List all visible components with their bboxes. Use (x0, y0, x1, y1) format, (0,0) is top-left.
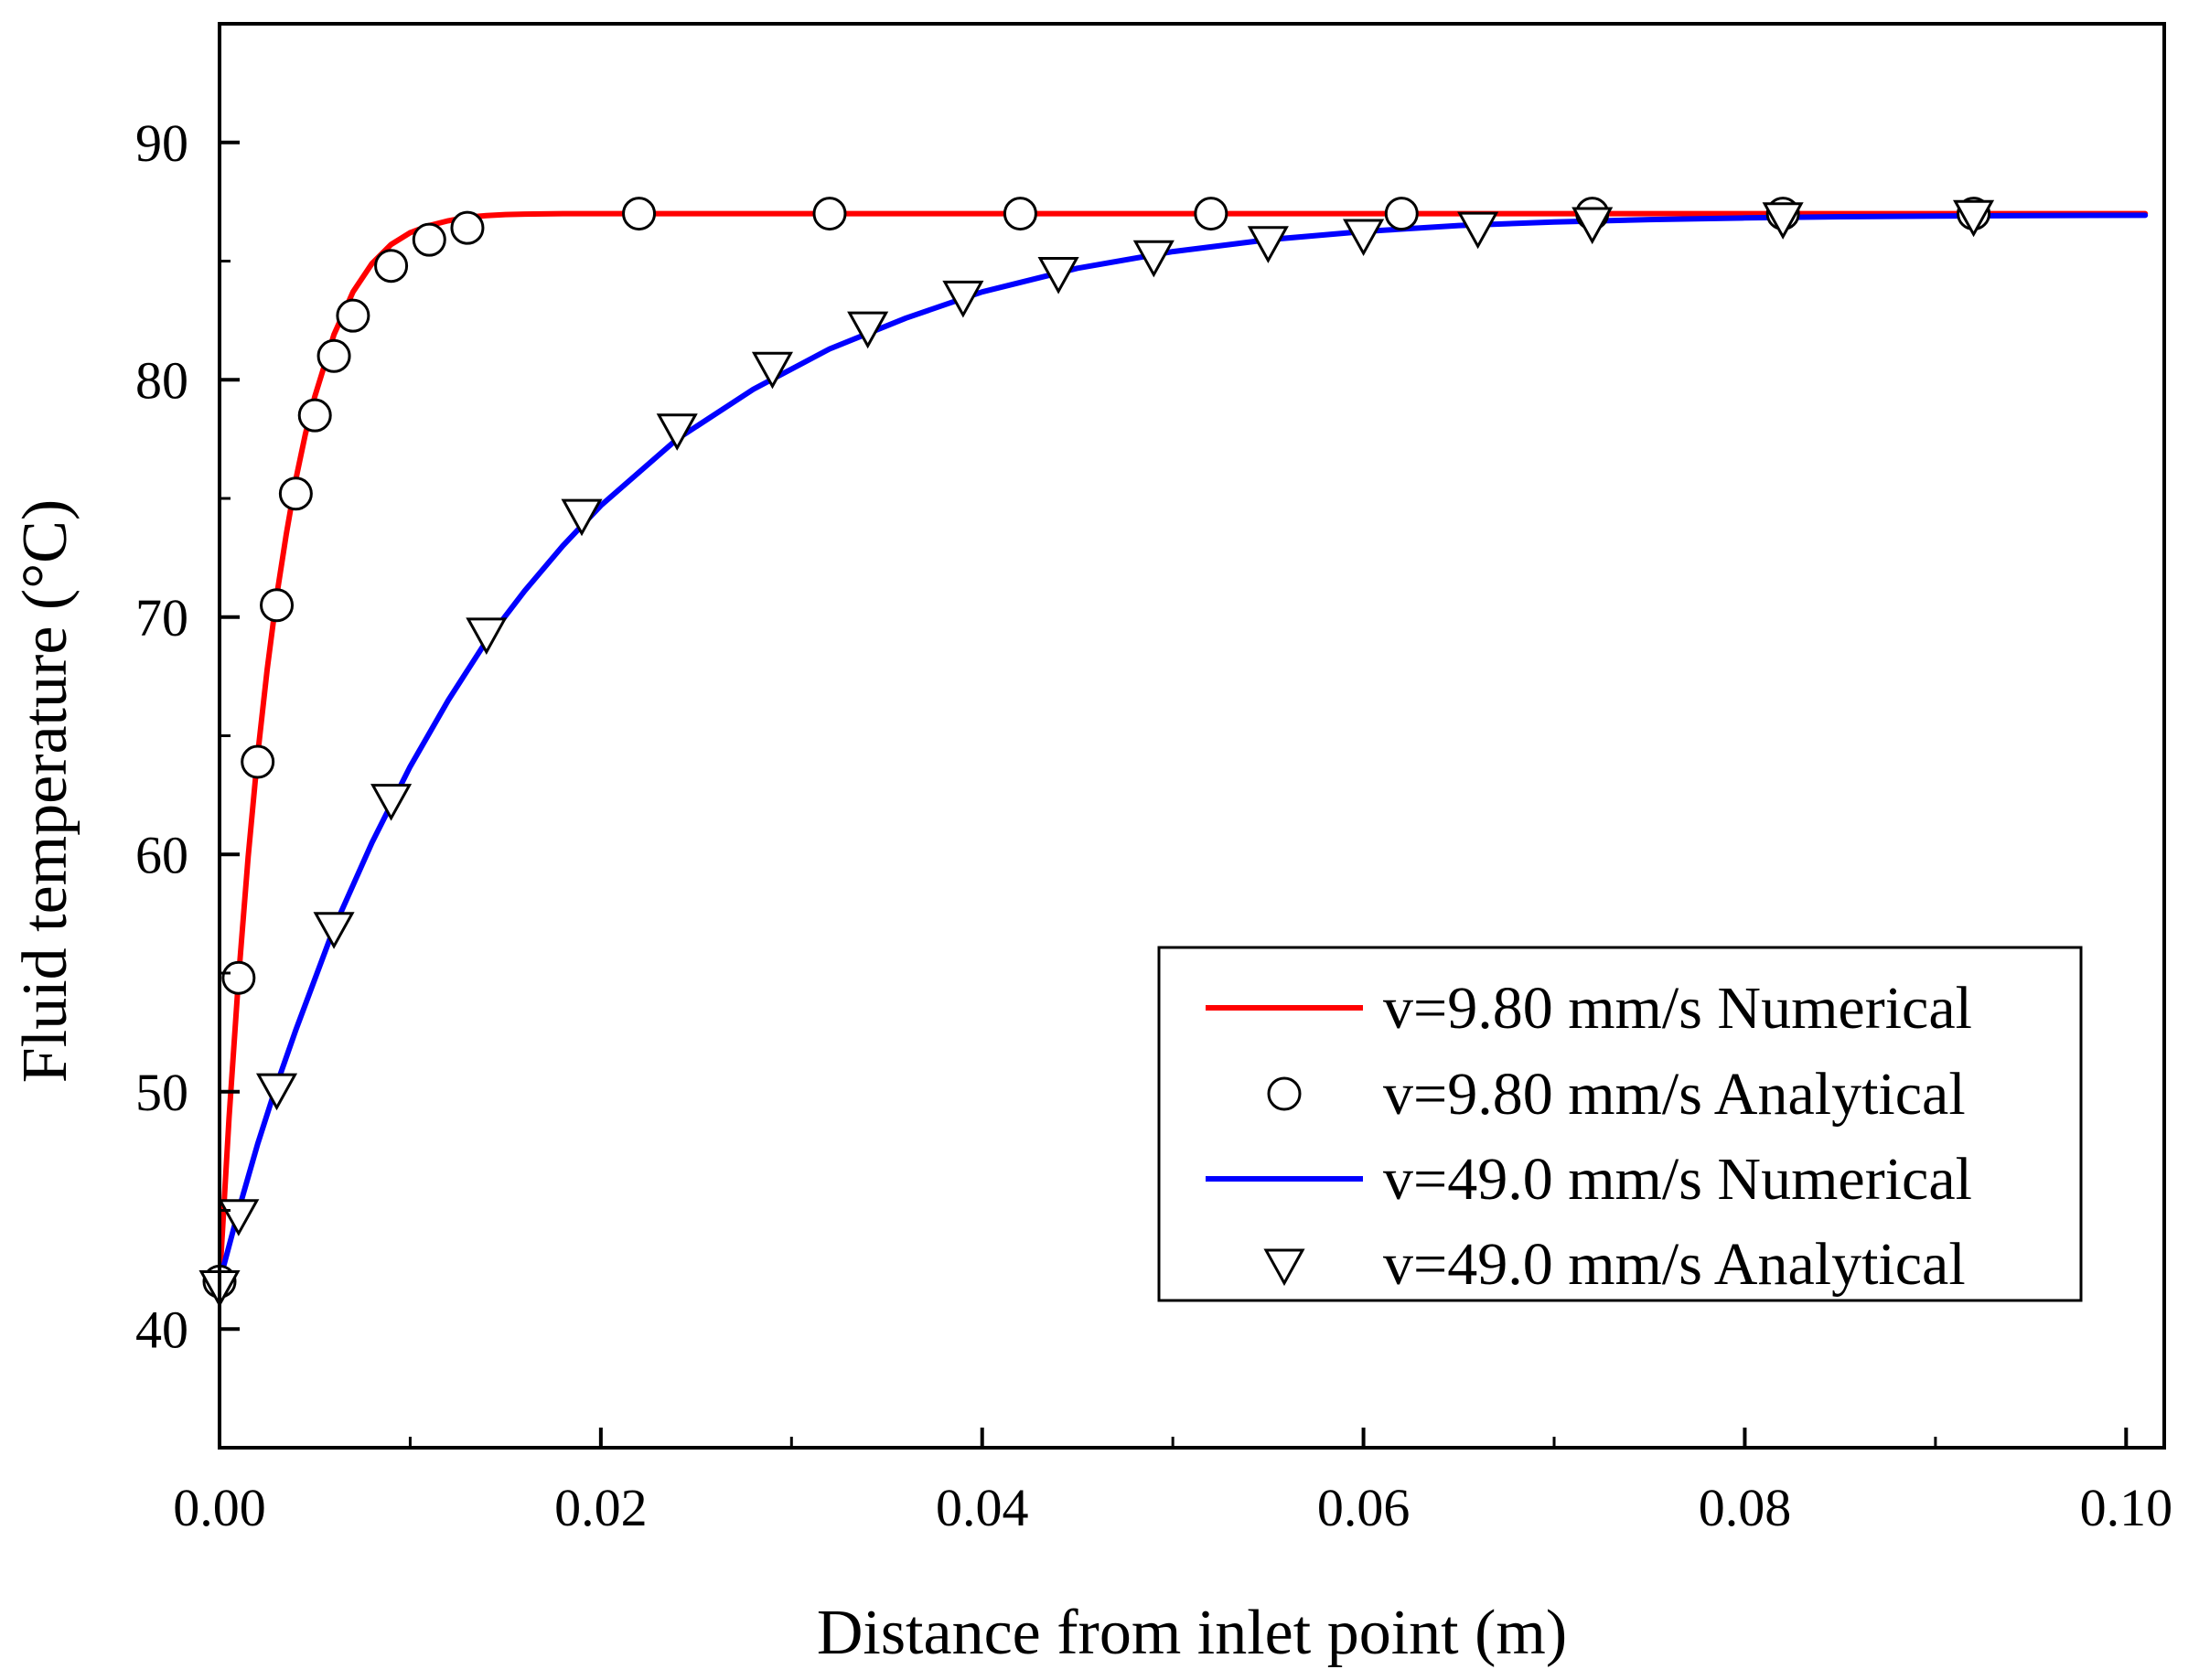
x-axis-title: Distance from inlet point (m) (817, 1598, 1567, 1668)
data-point-circle (241, 744, 275, 779)
data-point-circle (622, 197, 657, 231)
legend-label-v980-analytical: v=9.80 mm/s Analytical (1383, 1061, 1966, 1128)
data-point-circle (316, 338, 351, 373)
data-point-circle (450, 210, 485, 245)
data-point-triangle (1132, 240, 1175, 278)
data-point-triangle (942, 280, 984, 318)
x-tick-label: 0.06 (1317, 1478, 1411, 1537)
data-point-circle (1003, 197, 1037, 231)
y-axis-title: Fluid temperature (°C) (10, 499, 80, 1083)
data-point-circle (260, 588, 295, 623)
legend-label-v490-numerical: v=49.0 mm/s Numerical (1383, 1146, 1972, 1213)
series-markers (198, 197, 1995, 1308)
data-point-circle (297, 398, 332, 433)
x-tick-label: 0.04 (936, 1478, 1029, 1537)
data-point-triangle (561, 498, 603, 537)
y-tick-label: 50 (135, 1063, 188, 1122)
x-tick-label: 0.10 (2080, 1478, 2173, 1537)
data-point-circle (412, 222, 446, 257)
data-point-circle (374, 249, 409, 284)
data-point-triangle (1037, 256, 1079, 294)
x-tick-label: 0.00 (173, 1478, 266, 1537)
data-point-circle (812, 197, 847, 231)
data-point-triangle (1343, 219, 1385, 257)
data-point-triangle (1247, 226, 1289, 263)
series-line (220, 212, 2149, 1285)
data-point-triangle (1457, 211, 1499, 250)
legend-label-v980-numerical: v=9.80 mm/s Numerical (1383, 975, 1972, 1042)
data-point-triangle (751, 351, 794, 390)
x-tick-label: 0.08 (1699, 1478, 1792, 1537)
data-point-triangle (466, 617, 508, 656)
y-axis: 40 50 60 70 80 90 (135, 22, 240, 1450)
x-tick-label: 0.02 (554, 1478, 648, 1537)
x-axis: 0.00 0.02 0.04 0.06 0.08 0.10 (173, 1428, 2172, 1537)
series-line (220, 210, 2149, 1285)
data-point-triangle (1762, 202, 1804, 240)
data-point-triangle (218, 1199, 260, 1236)
legend-swatch-circle-marker (1267, 1076, 1302, 1111)
data-point-circle (278, 476, 313, 511)
data-point-circle (221, 960, 256, 995)
legend-swatch-triangle-marker (1263, 1248, 1305, 1287)
data-point-circle (1194, 197, 1228, 231)
data-point-triangle (1571, 207, 1614, 245)
data-point-triangle (656, 413, 698, 451)
data-point-triangle (313, 912, 355, 949)
y-tick-label: 80 (135, 350, 188, 410)
y-tick-label: 90 (135, 113, 188, 173)
data-point-triangle (370, 784, 413, 821)
y-tick-label: 60 (135, 825, 188, 884)
y-tick-label: 70 (135, 588, 188, 647)
data-point-triangle (1953, 199, 1995, 238)
y-tick-label: 40 (135, 1300, 188, 1359)
data-point-triangle (255, 1073, 298, 1111)
series-lines (220, 210, 2149, 1285)
legend-label-v490-analytical: v=49.0 mm/s Analytical (1383, 1231, 1966, 1298)
legend: v=9.80 mm/s Numerical v=9.80 mm/s Analyt… (1157, 946, 2083, 1302)
data-point-triangle (847, 311, 889, 349)
data-point-circle (1384, 197, 1419, 231)
data-point-circle (336, 298, 370, 333)
